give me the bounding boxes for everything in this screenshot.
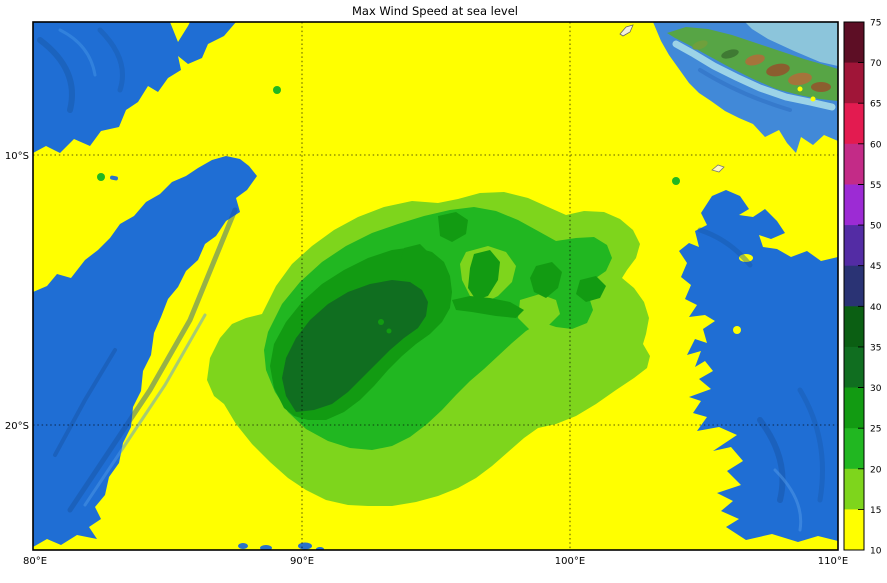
core-speckle	[378, 319, 384, 325]
cbar-label: 40	[870, 303, 882, 313]
cbar-seg-65-70	[844, 62, 864, 104]
x-axis-labels: 80°E 90°E 100°E 110°E	[23, 556, 848, 567]
cbar-label: 75	[870, 19, 881, 29]
ocean-texture-stroke	[37, 37, 75, 113]
cbar-label: 65	[870, 100, 881, 110]
wind-band-25-30-patch	[576, 276, 606, 302]
cbar-seg-40-45	[844, 265, 864, 307]
ocean-hole	[733, 326, 741, 334]
cbar-seg-25-30	[844, 387, 864, 429]
islet-green	[273, 86, 281, 94]
cbar-seg-55-60	[844, 143, 864, 185]
ocean-hole	[739, 254, 753, 262]
wind-band-25-30-patch	[438, 212, 468, 242]
colorbar-tick-labels: 75 70 65 60 55 50 45 40 35 30 25 20 15 1…	[870, 19, 882, 557]
ocean-texture-stroke	[697, 227, 753, 268]
cbar-label: 55	[870, 181, 881, 191]
cbar-label: 45	[870, 262, 881, 272]
terrain-blotch	[692, 40, 708, 50]
ocean-texture-stroke	[773, 468, 803, 532]
islet-blue	[238, 543, 248, 549]
cbar-label: 50	[870, 222, 882, 232]
ocean-texture-stroke	[757, 417, 786, 503]
wind-band-25-30-patch	[530, 262, 562, 298]
ocean-texture-stroke	[53, 348, 117, 457]
cbar-label: 25	[870, 425, 881, 435]
ocean-region-northwest	[33, 22, 236, 153]
ocean-texture-stroke	[83, 313, 207, 507]
map-frame	[32, 21, 839, 551]
terrain-blotch	[811, 82, 831, 92]
colorbar: 75 70 65 60 55 50 45 40 35 30 25 20 15 1…	[843, 19, 882, 557]
ocean-region-west-band	[33, 156, 257, 547]
colorbar-frame	[843, 21, 865, 551]
cbar-seg-70-75	[844, 22, 864, 63]
java-terrain	[692, 40, 831, 92]
cbar-seg-45-50	[844, 225, 864, 267]
x-tick-100E: 100°E	[555, 556, 585, 567]
yellow-speck	[810, 96, 816, 102]
cbar-label: 35	[870, 343, 881, 353]
terrain-blotch	[745, 54, 765, 66]
cbar-seg-20-25	[844, 428, 864, 470]
cbar-label: 60	[870, 140, 882, 150]
map-area	[33, 22, 838, 550]
terrain-blotch	[788, 72, 812, 86]
cbar-seg-35-40	[844, 306, 864, 348]
graticule	[33, 22, 838, 550]
islet-outline	[711, 164, 725, 173]
wind-band-25-30-patches	[400, 212, 606, 318]
cbar-label: 30	[870, 384, 882, 394]
islet-green	[97, 173, 105, 181]
cbar-label: 15	[870, 506, 881, 516]
ocean-texture-stroke	[797, 387, 825, 503]
ocean-texture-stroke	[97, 27, 125, 93]
corner-sea	[745, 22, 838, 66]
wind-band-15-20-hole	[518, 294, 560, 330]
cbar-label: 10	[870, 547, 882, 557]
wind-band-25-30-patch	[400, 244, 430, 286]
islet-blue	[260, 545, 272, 550]
islet-blue	[110, 175, 118, 181]
x-tick-80E: 80°E	[23, 556, 47, 567]
cbar-seg-10-15	[844, 509, 864, 550]
ocean-texture-stroke	[58, 28, 97, 77]
shallow-water-band	[672, 40, 836, 111]
cbar-seg-60-65	[844, 103, 864, 145]
cbar-seg-15-20	[844, 468, 864, 510]
islet-green	[672, 177, 680, 185]
wind-band-25-30-patch	[468, 250, 500, 300]
yellow-speck	[797, 86, 803, 92]
y-tick-20S: 20°S	[5, 421, 29, 432]
ocean-texture-stroke	[67, 207, 238, 513]
cbar-seg-30-35	[844, 346, 864, 388]
core-speckle	[386, 328, 392, 334]
terrain-blotch	[766, 63, 790, 77]
islets	[97, 86, 680, 550]
plot-title: Max Wind Speed at sea level	[352, 4, 518, 18]
islet-blue	[298, 542, 312, 550]
cbar-label: 70	[870, 59, 882, 69]
y-tick-10S: 10°S	[5, 151, 29, 162]
y-axis-labels: 10°S 20°S	[5, 151, 29, 432]
terrain-blotch	[721, 49, 739, 59]
java-region	[619, 22, 838, 173]
x-tick-110E: 110°E	[818, 556, 848, 567]
colorbar-ticks	[858, 62, 864, 510]
wind-band-30-35-core	[282, 280, 428, 412]
wind-band-25-30-patch	[452, 296, 524, 318]
atoll-outline	[619, 24, 634, 37]
ocean-texture	[37, 27, 825, 532]
ocean-texture-stroke	[698, 68, 792, 112]
ocean-region-east	[679, 190, 838, 542]
cbar-label: 20	[870, 465, 882, 475]
cbar-seg-50-55	[844, 184, 864, 226]
x-tick-90E: 90°E	[290, 556, 314, 567]
